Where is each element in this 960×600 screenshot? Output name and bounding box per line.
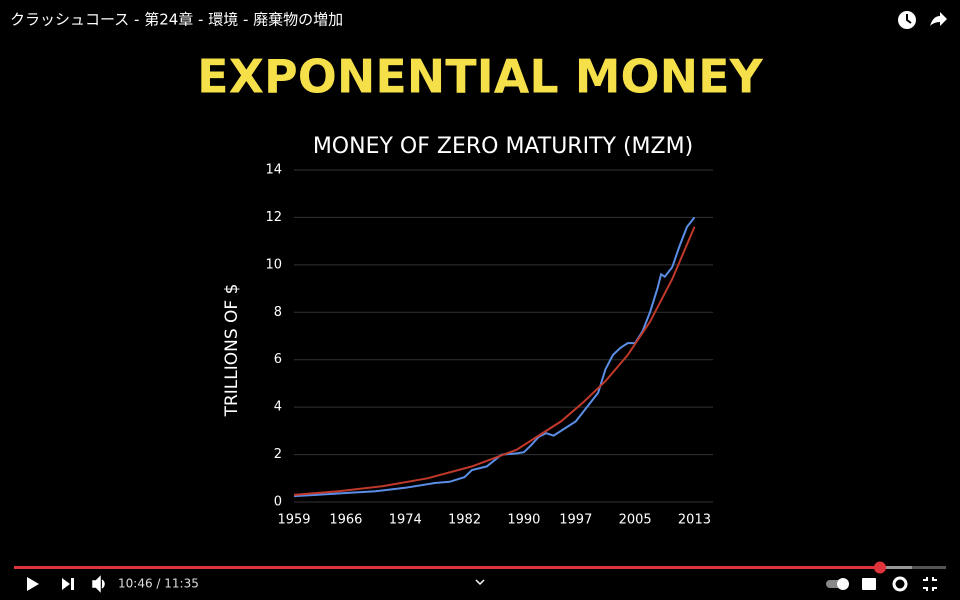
video-title: クラッシュコース - 第24章 - 環境 - 廃棄物の増加	[10, 11, 343, 29]
fullscreen-button[interactable]	[923, 577, 937, 591]
settings-button[interactable]	[892, 576, 908, 592]
x-tick-label: 1997	[559, 513, 592, 528]
y-tick-label: 0	[274, 495, 282, 510]
progress-played	[14, 566, 880, 569]
watch-later[interactable]	[898, 11, 916, 29]
y-tick-label: 4	[274, 400, 282, 415]
y-tick-label: 6	[274, 352, 282, 367]
y-axis-title: TRILLIONS OF $	[222, 284, 242, 418]
x-tick-label: 1959	[277, 513, 310, 528]
plot: 0 2 4 6 8 10 12 14 1959 1966 1974 1982 1990 1997 2005 2…	[265, 163, 713, 528]
chevron[interactable]	[475, 579, 485, 586]
y-tick-label: 12	[265, 210, 282, 225]
slide-title: EXPONENTIAL MONEY	[197, 50, 763, 104]
y-tick-label: 10	[265, 257, 282, 272]
autoplay-toggle[interactable]	[826, 578, 849, 590]
series-line	[293, 216, 696, 498]
series-line	[293, 226, 696, 496]
y-tick-label: 2	[274, 447, 282, 462]
time-display: 10:46 / 11:35	[118, 577, 199, 591]
y-tick-label: 8	[274, 305, 282, 320]
y-tick-label: 14	[265, 163, 282, 178]
next-button[interactable]	[62, 578, 74, 590]
scrubber[interactable]	[874, 561, 886, 574]
x-tick-label: 1974	[389, 513, 422, 528]
share[interactable]	[930, 12, 947, 26]
captions-button[interactable]	[862, 578, 876, 590]
x-tick-label: 2013	[678, 513, 711, 528]
chart-title: MONEY OF ZERO MATURITY (MZM)	[313, 134, 693, 159]
x-tick-label: 2005	[619, 513, 652, 528]
play-button[interactable]	[27, 577, 39, 591]
volume-button[interactable]	[92, 575, 105, 593]
x-tick-label: 1982	[448, 513, 481, 528]
x-tick-label: 1966	[329, 513, 362, 528]
x-tick-label: 1990	[507, 513, 540, 528]
